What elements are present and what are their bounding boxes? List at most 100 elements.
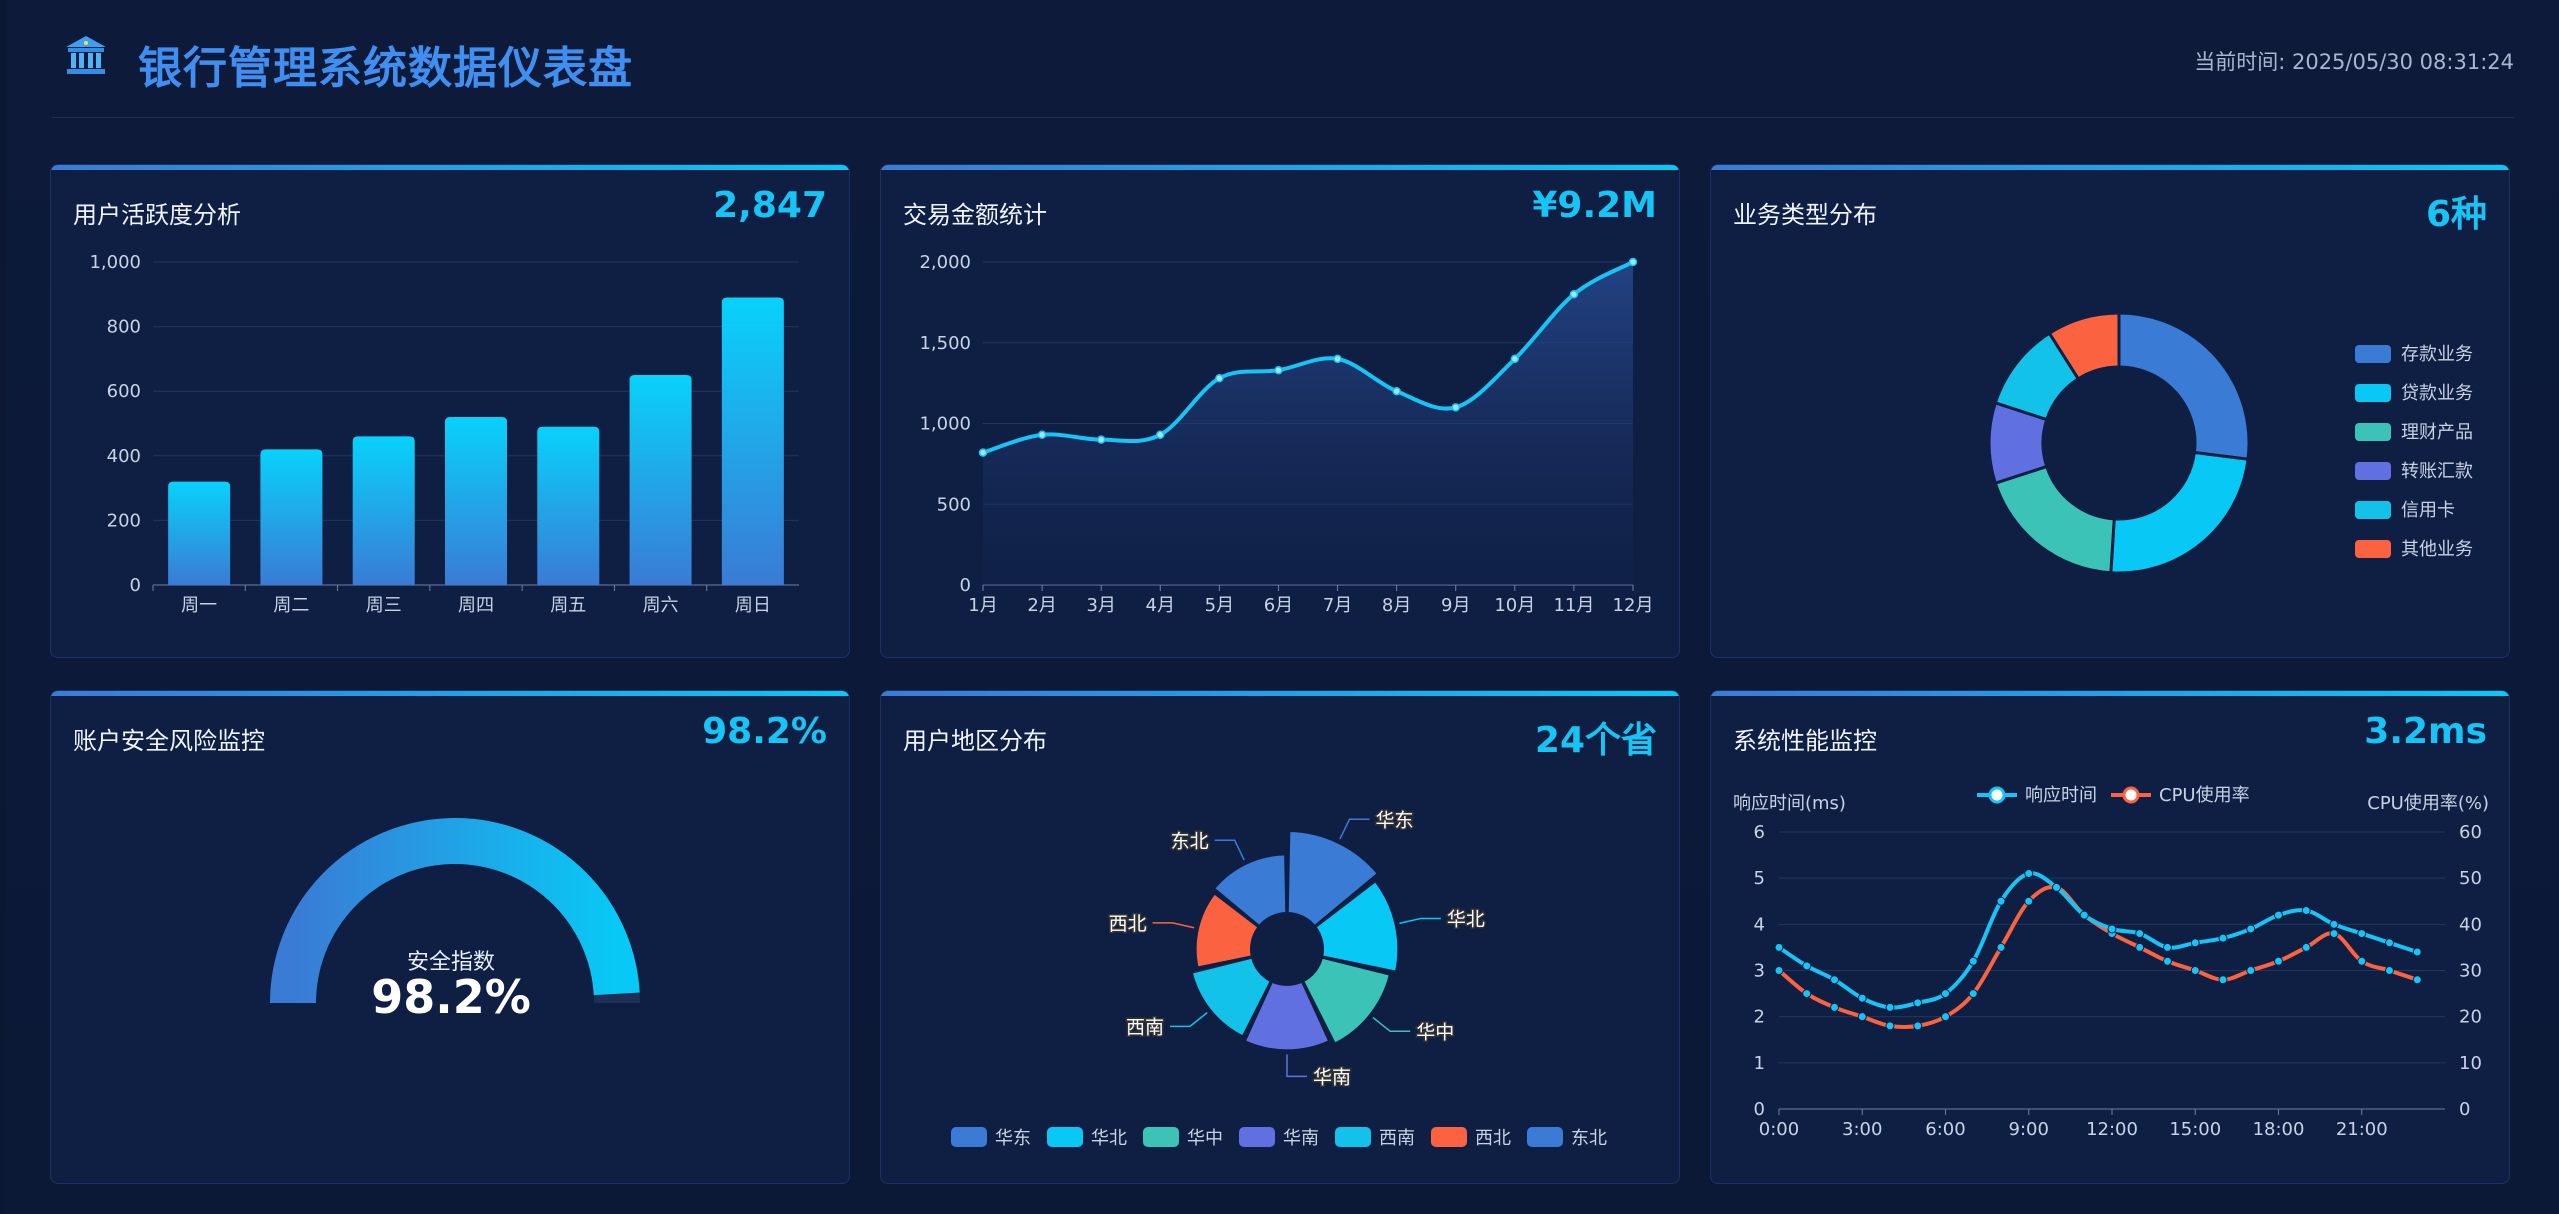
data-point [1774, 942, 1784, 952]
legend-swatch [1047, 1127, 1083, 1147]
y-tick-label: 1,000 [89, 252, 141, 273]
y-tick-label-right: 50 [2459, 868, 2482, 889]
data-point [2052, 882, 2061, 892]
data-point [2163, 942, 2172, 952]
y-tick-label-right: 0 [2459, 1099, 2470, 1120]
x-tick-label: 12:00 [2086, 1119, 2138, 1140]
pie-slice [2109, 450, 2250, 575]
legend-label: 西北 [1475, 1128, 1511, 1149]
gauge-label: 安全指数 [407, 950, 495, 975]
data-point [1802, 989, 1812, 999]
data-point [2385, 938, 2394, 948]
slice-label: 华北 [1447, 908, 1485, 930]
y-tick-label-left: 5 [1754, 868, 1765, 889]
data-point [2412, 947, 2422, 957]
amount-area-chart: 0 500 1,000 1,500 2,000 1月 2月 3月 4月 5月 6月 7月 8月 9月 10月… [919, 252, 1653, 616]
legend-swatch [2355, 345, 2391, 363]
x-tick-label: 1月 [968, 595, 997, 616]
dashboard-page: 银行管理系统数据仪表盘 当前时间: 2025/05/30 08:31:24 用户… [6, 0, 2559, 1214]
legend-label: 贷款业务 [2401, 383, 2473, 404]
card-value: ¥9.2M [1532, 185, 1657, 226]
legend-label: 存款业务 [2401, 344, 2473, 365]
data-point [1096, 435, 1106, 444]
x-tick-label: 8月 [1382, 595, 1411, 616]
data-point [1156, 430, 1165, 440]
legend-label: 华北 [1091, 1128, 1127, 1149]
x-tick-label: 10月 [1494, 595, 1535, 616]
data-point [1968, 989, 1978, 999]
legend-swatch [1335, 1127, 1371, 1147]
y-tick-label: 1,500 [919, 333, 971, 354]
y-tick-label-right: 30 [2459, 961, 2482, 982]
y-tick-label-left: 4 [1754, 914, 1765, 935]
y-tick-label-right: 10 [2459, 1053, 2482, 1074]
legend-label: 华东 [995, 1128, 1031, 1149]
y-axis-label-left: 响应时间(ms) [1733, 793, 1846, 814]
label-line [1372, 1016, 1411, 1033]
data-point [2190, 938, 2200, 948]
data-point [2274, 910, 2283, 920]
card-value: 98.2% [702, 711, 827, 752]
data-point [2357, 956, 2367, 966]
business-card: 业务类型分布 6种 存款业务 贷款业务 理财产品 转账汇款 信用卡 其他业务 [1710, 164, 2510, 658]
x-tick-label: 6月 [1264, 595, 1293, 616]
y-tick-label-left: 0 [1754, 1099, 1765, 1120]
x-tick-label: 周一 [181, 595, 217, 616]
legend-label: 响应时间 [2025, 785, 2097, 806]
series-line [1777, 871, 2418, 1010]
legend-label: 东北 [1571, 1128, 1607, 1149]
rose-slice [1194, 892, 1260, 969]
data-point [2412, 975, 2422, 985]
legend-label: CPU使用率 [2159, 785, 2250, 806]
y-tick-label: 1,000 [919, 414, 971, 435]
label-line [1170, 1012, 1208, 1028]
header: 银行管理系统数据仪表盘 当前时间: 2025/05/30 08:31:24 [52, 0, 2514, 118]
data-point [1885, 1021, 1895, 1031]
bar [168, 481, 231, 585]
data-point [2301, 905, 2311, 915]
x-tick-label: 周日 [735, 595, 771, 616]
legend-label: 转账汇款 [2401, 461, 2473, 482]
card-value: 2,847 [713, 185, 827, 226]
rose-slice [1212, 853, 1288, 928]
series-line [1777, 884, 2418, 1030]
data-point [1569, 290, 1579, 299]
data-point [2079, 910, 2089, 920]
data-point [2329, 929, 2339, 939]
y-tick-label: 0 [960, 575, 971, 596]
data-point [1885, 1002, 1895, 1012]
legend-marker [1988, 786, 2006, 804]
bar [629, 375, 692, 585]
current-time: 当前时间: 2025/05/30 08:31:24 [2194, 50, 2514, 74]
x-tick-label: 2月 [1027, 595, 1056, 616]
data-point [1037, 430, 1047, 440]
rose-slice [1314, 879, 1400, 973]
label-line [1399, 917, 1441, 925]
data-point [2246, 924, 2256, 934]
y-axis-label-right: CPU使用率(%) [2367, 793, 2489, 814]
legend-swatch [1527, 1127, 1563, 1147]
x-tick-label: 9:00 [2009, 1119, 2049, 1140]
pie-slice [1993, 464, 2116, 575]
data-point [1215, 374, 1224, 383]
data-point [1968, 956, 1978, 966]
x-tick-label: 18:00 [2253, 1119, 2305, 1140]
label-line [1214, 839, 1245, 861]
data-point [1802, 961, 1812, 971]
x-tick-label: 15:00 [2169, 1119, 2221, 1140]
card-title: 系统性能监控 [1733, 727, 1877, 755]
data-point [1392, 386, 1401, 396]
slice-label: 西北 [1109, 913, 1147, 935]
x-tick-label: 9月 [1441, 595, 1470, 616]
data-point [2385, 966, 2394, 975]
legend-swatch [2355, 462, 2391, 480]
rose-slice [1243, 980, 1331, 1052]
rose-slice [1301, 956, 1392, 1045]
data-point [2218, 933, 2228, 943]
area-fill [983, 262, 1633, 585]
card-value: 3.2ms [2364, 711, 2487, 752]
bar [445, 417, 507, 585]
